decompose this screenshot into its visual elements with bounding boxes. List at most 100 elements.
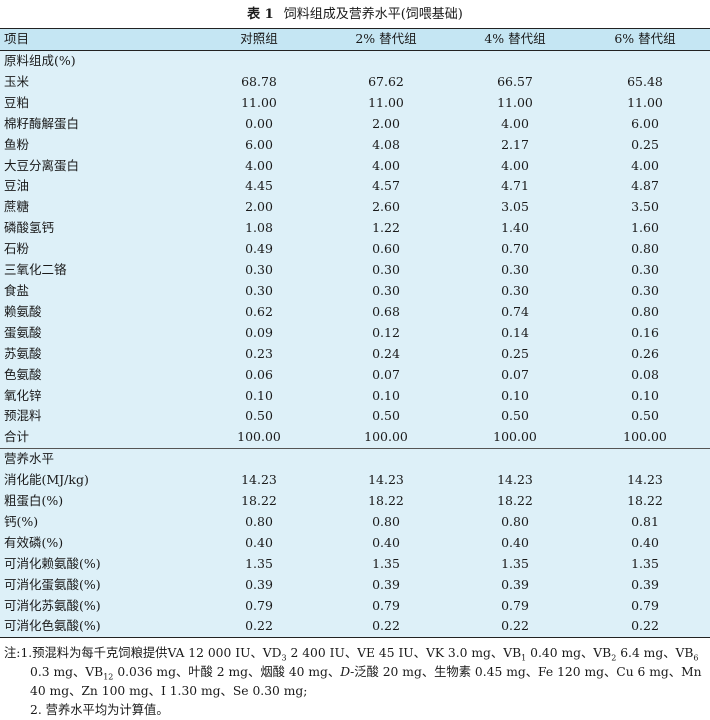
section-header-row: 原料组成(%)	[0, 51, 710, 72]
row-item-label: 色氨酸	[4, 366, 42, 382]
row-value: 2.00	[372, 115, 400, 131]
row-value: 18.22	[368, 493, 404, 509]
row-value: 0.22	[322, 616, 450, 639]
row-value: 65.48	[627, 73, 663, 89]
row-value: 0.30	[245, 262, 273, 278]
row-value: 18.22	[627, 493, 663, 509]
table-row: 豆粕 11.00 11.00 11.00 11.00	[0, 93, 710, 114]
row-value: 1.35	[501, 555, 529, 571]
row-item-label: 三氧化二铬	[4, 262, 67, 278]
table-row: 可消化色氨酸(%) 0.22 0.22 0.22 0.22	[0, 616, 710, 639]
row-value: 14.23	[627, 472, 663, 488]
row-value: 1.35	[631, 555, 659, 571]
row-value: 100.00	[364, 429, 408, 445]
row-value: 11.00	[241, 94, 277, 110]
row-value: 1.60	[631, 220, 659, 236]
table-row: 合计 100.00 100.00 100.00 100.00	[0, 427, 710, 448]
row-value: 0.40	[245, 534, 273, 550]
row-item-label: 预混料	[4, 408, 42, 424]
row-value: 4.87	[631, 178, 659, 194]
row-value: 0.40	[372, 534, 400, 550]
row-item-label: 豆粕	[4, 94, 30, 110]
row-value: 1.08	[245, 220, 273, 236]
row-value: 0.22	[196, 616, 322, 639]
row-value: 3.50	[631, 199, 659, 215]
row-value: 4.00	[372, 157, 400, 173]
row-value: 100.00	[237, 429, 281, 445]
row-value: 0.07	[501, 366, 529, 382]
table-row: 鱼粉 6.00 4.08 2.17 0.25	[0, 135, 710, 156]
row-value: 0.25	[501, 345, 529, 361]
row-value: 0.16	[631, 324, 659, 340]
row-value: 0.80	[372, 513, 400, 529]
row-value: 4.00	[245, 157, 273, 173]
table-row: 豆油 4.45 4.57 4.71 4.87	[0, 176, 710, 197]
row-value: 0.22	[580, 616, 710, 639]
row-item-label: 大豆分离蛋白	[4, 157, 80, 173]
row-item-label: 可消化蛋氨酸(%)	[4, 576, 101, 592]
row-value: 4.00	[501, 157, 529, 173]
table-body: 原料组成(%) 玉米 68.78 67.62 66.57 65.48 豆粕 11.00 11.0…	[0, 51, 710, 639]
header-row: 项目 对照组 2% 替代组 4% 替代组 6% 替代组	[0, 28, 710, 51]
row-value: 0.26	[631, 345, 659, 361]
section-title: 原料组成(%)	[4, 53, 76, 68]
row-item-label: 苏氨酸	[4, 345, 42, 361]
row-value: 4.71	[501, 178, 529, 194]
note-2: 2. 营养水平均为计算值。	[30, 703, 169, 718]
row-value: 4.08	[372, 136, 400, 152]
row-item-label: 豆油	[4, 178, 30, 194]
row-value: 68.78	[241, 73, 277, 89]
row-item-label: 可消化赖氨酸(%)	[4, 555, 101, 571]
row-value: 0.30	[501, 262, 529, 278]
header-4pct: 4% 替代组	[450, 28, 580, 51]
row-value: 0.62	[245, 303, 273, 319]
row-item-label: 石粉	[4, 241, 30, 257]
row-value: 0.50	[372, 408, 400, 424]
row-value: 0.22	[450, 616, 580, 639]
row-value: 0.30	[631, 282, 659, 298]
row-value: 0.08	[631, 366, 659, 382]
row-value: 11.00	[627, 94, 663, 110]
row-value: 0.25	[631, 136, 659, 152]
header-2pct: 2% 替代组	[322, 28, 450, 51]
row-value: 18.22	[241, 493, 277, 509]
table-row: 棉籽酶解蛋白 0.00 2.00 4.00 6.00	[0, 114, 710, 135]
row-value: 0.30	[245, 282, 273, 298]
row-value: 0.23	[245, 345, 273, 361]
row-item-label: 食盐	[4, 282, 30, 298]
row-value: 66.57	[497, 73, 533, 89]
row-value: 0.79	[245, 597, 273, 613]
row-value: 0.60	[372, 241, 400, 257]
row-value: 2.00	[245, 199, 273, 215]
row-value: 0.30	[501, 282, 529, 298]
row-value: 0.39	[372, 576, 400, 592]
table-row: 赖氨酸 0.62 0.68 0.74 0.80	[0, 302, 710, 323]
row-value: 0.74	[501, 303, 529, 319]
row-item-label: 赖氨酸	[4, 303, 42, 319]
table-row: 食盐 0.30 0.30 0.30 0.30	[0, 281, 710, 302]
row-value: 14.23	[241, 472, 277, 488]
row-value: 0.80	[631, 241, 659, 257]
row-value: 0.79	[501, 597, 529, 613]
row-value: 67.62	[368, 73, 404, 89]
section-header-row: 营养水平	[0, 448, 710, 471]
row-item-label: 棉籽酶解蛋白	[4, 115, 80, 131]
row-value: 0.40	[631, 534, 659, 550]
row-value: 2.60	[372, 199, 400, 215]
row-value: 0.30	[372, 282, 400, 298]
row-item-label: 有效磷(%)	[4, 534, 64, 550]
table-notes: 注:1.预混料为每千克饲粮提供VA 12 000 IU、VD3 2 400 IU…	[0, 638, 710, 720]
row-value: 0.70	[501, 241, 529, 257]
row-value: 1.35	[245, 555, 273, 571]
row-value: 0.09	[245, 324, 273, 340]
table-row: 钙(%) 0.80 0.80 0.80 0.81	[0, 512, 710, 533]
row-item-label: 钙(%)	[4, 513, 39, 529]
row-value: 0.79	[372, 597, 400, 613]
row-value: 3.05	[501, 199, 529, 215]
row-value: 0.10	[501, 387, 529, 403]
row-value: 14.23	[368, 472, 404, 488]
header-item: 项目	[0, 28, 196, 51]
row-value: 0.24	[372, 345, 400, 361]
row-item-label: 蔗糖	[4, 199, 30, 215]
row-item-label: 粗蛋白(%)	[4, 493, 64, 509]
